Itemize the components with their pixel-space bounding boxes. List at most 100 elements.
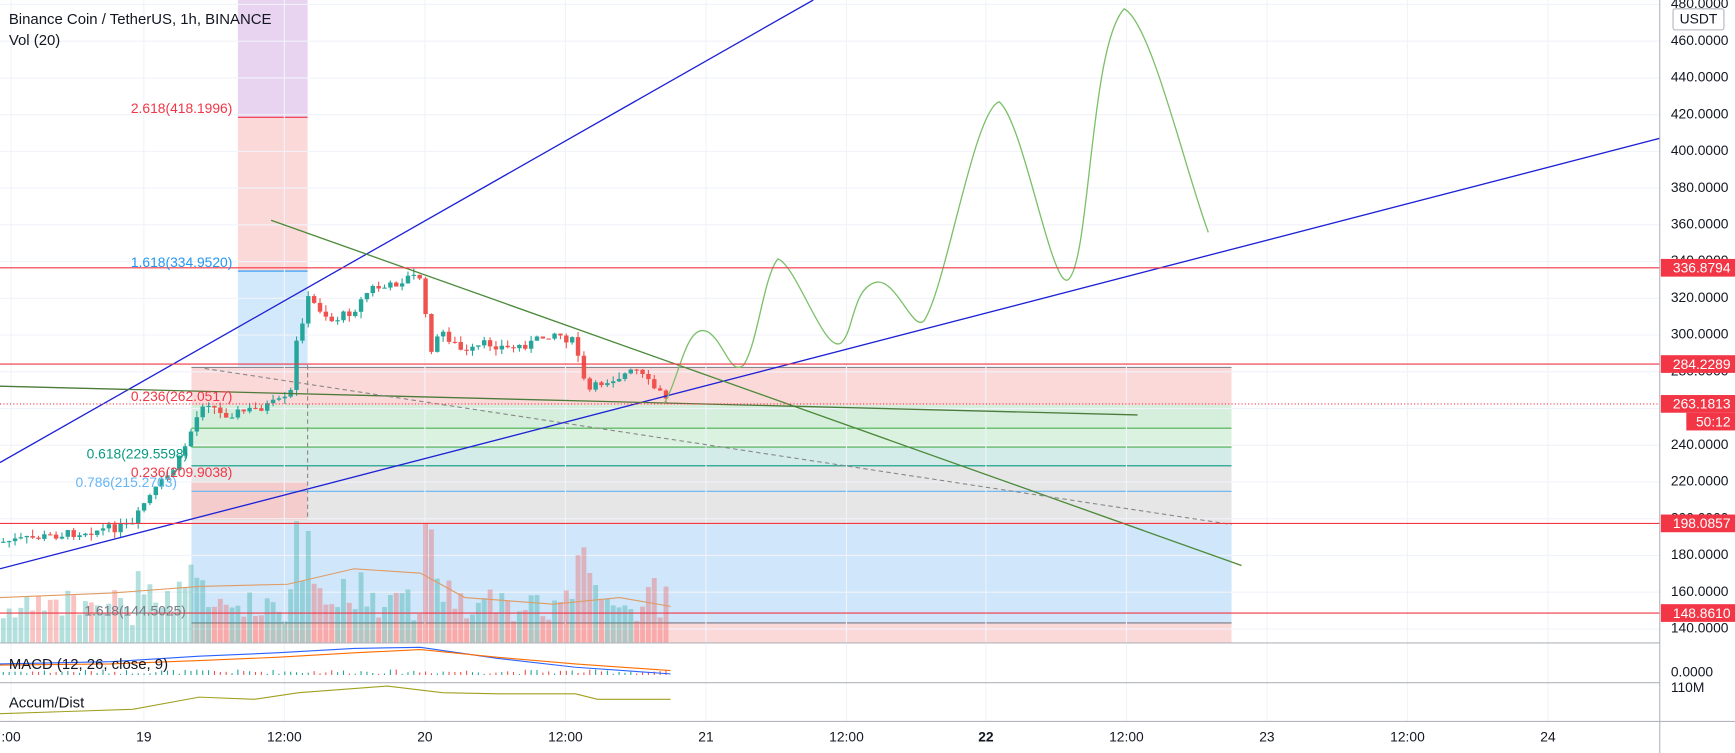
candle-body [194, 417, 200, 432]
macd-hist [407, 672, 409, 675]
candle-body [534, 336, 540, 341]
candle-body [171, 470, 176, 476]
macd-hist [155, 672, 157, 675]
fib-label: 0.236(209.9038) [131, 464, 232, 480]
macd-hist [337, 672, 339, 675]
macd-hist [301, 672, 303, 675]
candle-body [106, 524, 112, 529]
price-tick-label: 460.0000 [1671, 32, 1729, 48]
candle-body [470, 346, 475, 351]
candle-body [634, 369, 639, 371]
candle-body [417, 274, 422, 279]
time-label: 20 [417, 729, 433, 745]
macd-hist [14, 671, 16, 675]
price-tag-label: 336.8794 [1673, 260, 1731, 276]
volume-bar [217, 598, 223, 643]
macd-hist [272, 669, 274, 675]
macd-hist [483, 673, 485, 675]
macd-hist [84, 670, 86, 675]
candle-body [59, 536, 65, 539]
candle-body [229, 417, 235, 419]
volume-bar [30, 610, 36, 643]
macd-hist [471, 672, 474, 675]
volume-bar [317, 588, 323, 643]
volume-bar [270, 602, 276, 643]
macd-hist [96, 672, 98, 675]
macd-hist [196, 669, 198, 675]
candle-body [112, 524, 117, 533]
volume-bar [493, 612, 499, 643]
macd-hist [595, 669, 597, 675]
time-label: 21 [698, 729, 714, 745]
candle-body [341, 311, 346, 321]
macd-hist [213, 670, 215, 675]
volume-bar [153, 602, 159, 643]
macd-hist [571, 670, 573, 675]
volume-bar [516, 611, 522, 643]
macd-hist [249, 671, 251, 675]
macd-hist [401, 673, 403, 675]
price-tag-label: 148.8610 [1673, 605, 1731, 621]
candle-body [147, 495, 153, 504]
volume-bar [188, 564, 194, 643]
volume-bar [522, 610, 528, 643]
trend-line [270, 219, 1242, 567]
macd-hist [295, 672, 298, 675]
candle-body [352, 311, 358, 316]
candle-body [24, 535, 29, 538]
macd-hist [260, 671, 262, 675]
candle-body [317, 302, 323, 312]
accum-line [0, 685, 671, 715]
volume-bar [423, 522, 428, 643]
time-label: 12:00 [1109, 729, 1144, 745]
volume-bar [229, 607, 235, 643]
projection-path [663, 8, 1209, 405]
volume-bar [505, 600, 511, 643]
candle-body [528, 340, 534, 349]
macd-hist [237, 669, 239, 675]
macd-hist [79, 672, 81, 675]
volume-bar [376, 617, 382, 643]
macd-hist [383, 673, 386, 675]
volume-bar [663, 586, 669, 643]
macd-hist [278, 673, 280, 675]
trend-line [204, 367, 1232, 526]
trend-line [0, 385, 1138, 416]
candles [1, 268, 669, 548]
volume-bar [540, 616, 546, 643]
fib-zone [191, 367, 1232, 405]
volume-bar [558, 602, 563, 643]
macd-hist [554, 673, 556, 675]
price-tag-label: 263.1813 [1673, 396, 1731, 412]
volume-bar [569, 598, 575, 643]
macd-hist [55, 672, 57, 675]
macd-hist [202, 670, 204, 675]
macd-hist [125, 670, 128, 675]
volume-bar [41, 610, 47, 643]
candle-body [440, 331, 446, 337]
macd-hist [313, 671, 315, 675]
macd-hist [67, 671, 69, 675]
volume-bar [640, 606, 645, 643]
macd-hist [243, 670, 245, 675]
fib-label: 0.786(215.2703) [76, 474, 177, 490]
volume-bar [599, 599, 604, 643]
volume-bar [24, 596, 30, 643]
candle-body [411, 274, 417, 276]
price-tag-label: 284.2289 [1673, 356, 1731, 372]
candle-body [212, 405, 217, 408]
volume-bar [264, 598, 270, 643]
candle-body [546, 338, 551, 340]
macd-hist [436, 673, 438, 675]
candle-body [517, 344, 522, 349]
time-label: 12:00 [548, 729, 583, 745]
macd-hist [108, 673, 110, 675]
candle-body [458, 342, 463, 350]
candle-body [552, 333, 557, 339]
candle-body [646, 374, 651, 380]
volume-bar [329, 604, 335, 643]
currency-box [1672, 8, 1725, 31]
time-label: 22 [978, 729, 994, 745]
